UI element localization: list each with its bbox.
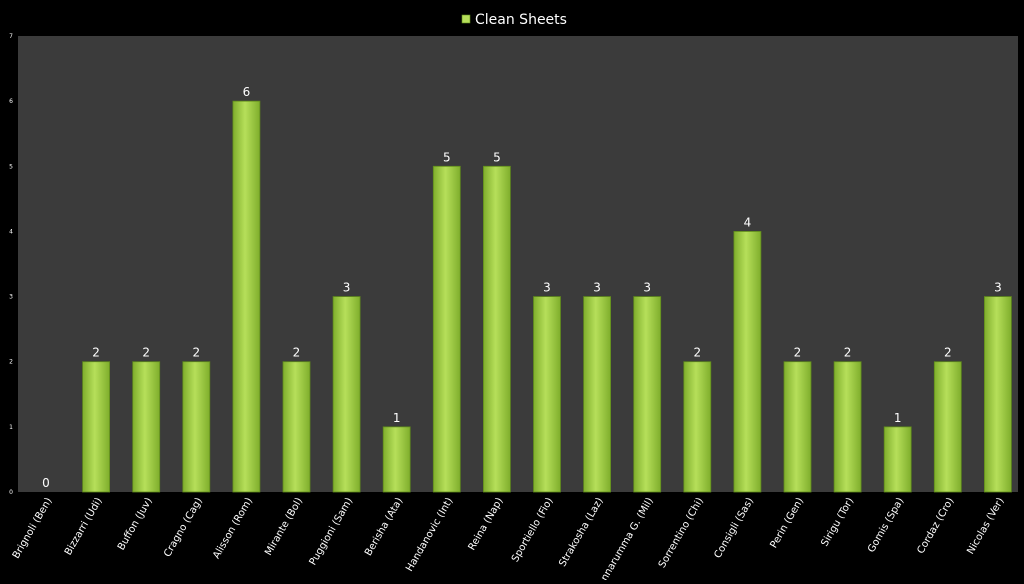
bar (583, 296, 611, 493)
y-tick-label: 7 (9, 33, 13, 40)
data-label: 0 (42, 476, 50, 490)
x-tick-label: Handanovic (Int) (404, 496, 455, 574)
data-label: 1 (393, 411, 401, 425)
x-tick-label: Strakosha (Laz) (557, 496, 605, 569)
bar (432, 165, 461, 493)
legend-swatch (461, 14, 471, 24)
x-tick-label: Bizzarri (Udi) (63, 496, 105, 557)
bar (683, 361, 712, 493)
x-tick-label: Sportiello (Fio) (510, 496, 556, 564)
data-label: 2 (844, 346, 852, 360)
x-tick-label: Perin (Gen) (768, 496, 806, 550)
y-tick-label: 0 (9, 489, 13, 496)
bar (984, 296, 1012, 493)
y-tick-label: 2 (9, 359, 13, 366)
data-label: 2 (192, 346, 200, 360)
x-tick-label: Puggioni (Sam) (308, 496, 356, 567)
data-label: 3 (593, 281, 601, 295)
bar (232, 100, 261, 493)
bar (733, 231, 762, 493)
data-label: 6 (243, 85, 251, 99)
bar (82, 361, 110, 493)
data-label: 5 (443, 150, 451, 164)
y-tick-label: 6 (9, 98, 13, 105)
legend-label: Clean Sheets (475, 12, 567, 28)
x-tick-label: Brignoli (Ben) (11, 496, 55, 561)
data-label: 2 (693, 346, 701, 360)
bar (533, 296, 561, 493)
data-label: 2 (142, 346, 150, 360)
data-label: 2 (92, 346, 100, 360)
data-labels: 0 2 2 2 6 2 3 1 5 5 3 3 3 2 4 2 2 1 2 3 (42, 85, 1002, 490)
x-tick-label: Gomis (Spa) (866, 496, 906, 555)
data-label: 2 (944, 346, 952, 360)
bar (132, 361, 161, 493)
x-axis-labels: Brignoli (Ben) Bizzarri (Udi) Buffon (Juv)… (11, 496, 1007, 584)
x-tick-label: Mirante (Bol) (263, 496, 305, 558)
x-tick-label: Cordaz (Cro) (916, 496, 957, 556)
bar (833, 361, 862, 493)
bar (883, 426, 912, 493)
x-tick-label: Consigli (Sas) (712, 496, 756, 560)
x-tick-label: Sorrentino (Chi) (657, 496, 706, 570)
bar (482, 165, 511, 493)
bar (933, 361, 962, 493)
data-label: 3 (994, 281, 1002, 295)
data-label: 3 (643, 281, 651, 295)
data-label: 3 (343, 281, 351, 295)
x-tick-label: Sirigu (Tor) (820, 496, 857, 549)
y-axis: 0 1 2 3 4 5 6 7 (9, 33, 13, 496)
data-label: 3 (543, 281, 551, 295)
x-tick-label: Donnarumma G. (Mil) (592, 496, 656, 580)
plot-area (18, 36, 1018, 492)
bar (182, 361, 211, 493)
data-label: 2 (794, 346, 802, 360)
y-tick-label: 3 (9, 294, 13, 301)
bars (82, 100, 1012, 493)
x-tick-label: Reina (Nap) (467, 496, 506, 553)
x-tick-label: Cragno (Cag) (162, 496, 205, 559)
y-tick-label: 5 (9, 163, 13, 170)
x-tick-label: Nicolas (Ver) (965, 496, 1006, 556)
bar (633, 296, 662, 493)
bar (282, 361, 311, 493)
data-label: 5 (493, 150, 501, 164)
data-label: 2 (293, 346, 301, 360)
data-label: 1 (894, 411, 902, 425)
bar (382, 426, 411, 493)
y-tick-label: 1 (9, 424, 13, 431)
x-tick-label: Berisha (Ata) (363, 496, 405, 558)
x-tick-label: Alisson (Rom) (211, 496, 255, 561)
bar (332, 296, 361, 493)
data-label: 4 (744, 215, 752, 229)
legend: Clean Sheets (461, 12, 567, 28)
y-tick-label: 4 (9, 228, 13, 235)
x-tick-label: Buffon (Juv) (116, 496, 155, 552)
bar (783, 361, 812, 493)
